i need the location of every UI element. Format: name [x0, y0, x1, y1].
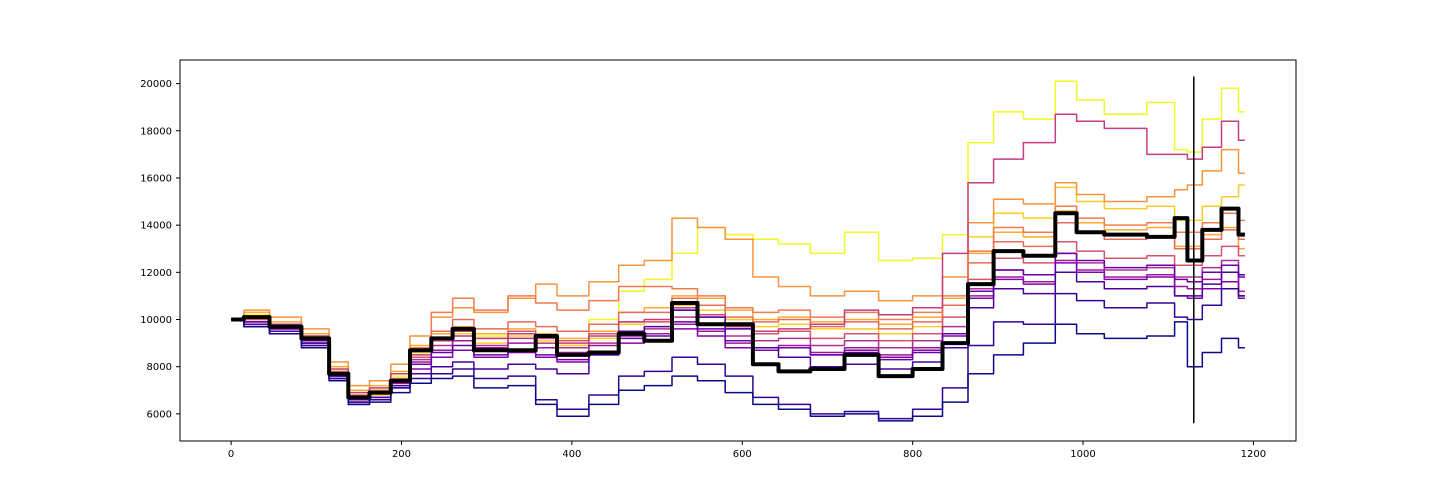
plot-background — [180, 60, 1296, 441]
y-tick-label: 20000 — [140, 79, 172, 90]
y-tick-label: 6000 — [147, 409, 172, 420]
x-tick-label: 800 — [903, 449, 922, 460]
x-tick-label: 400 — [562, 449, 581, 460]
y-tick-label: 14000 — [140, 221, 172, 232]
series-line-4 — [231, 148, 1245, 387]
y-tick-label: 18000 — [140, 126, 172, 137]
x-tick-label: 200 — [392, 449, 411, 460]
y-tick-label: 10000 — [140, 315, 172, 326]
plot-frame — [179, 59, 1297, 442]
x-axis: 0 200 400 600 800 1000 1200 — [228, 441, 1266, 460]
x-tick-label: 600 — [733, 449, 752, 460]
x-tick-label: 0 — [228, 449, 234, 460]
x-tick-label: 1200 — [1241, 449, 1266, 460]
series-line-15 — [231, 318, 1245, 422]
y-tick-label: 8000 — [147, 362, 172, 373]
series-line-16 — [231, 206, 1245, 400]
series-layer — [231, 80, 1245, 422]
x-tick-label: 1000 — [1070, 449, 1095, 460]
y-tick-label: 16000 — [140, 173, 172, 184]
y-tick-label: 12000 — [140, 268, 172, 279]
y-axis: 6000 8000 10000 12000 14000 16000 18000 20000 — [140, 79, 180, 420]
